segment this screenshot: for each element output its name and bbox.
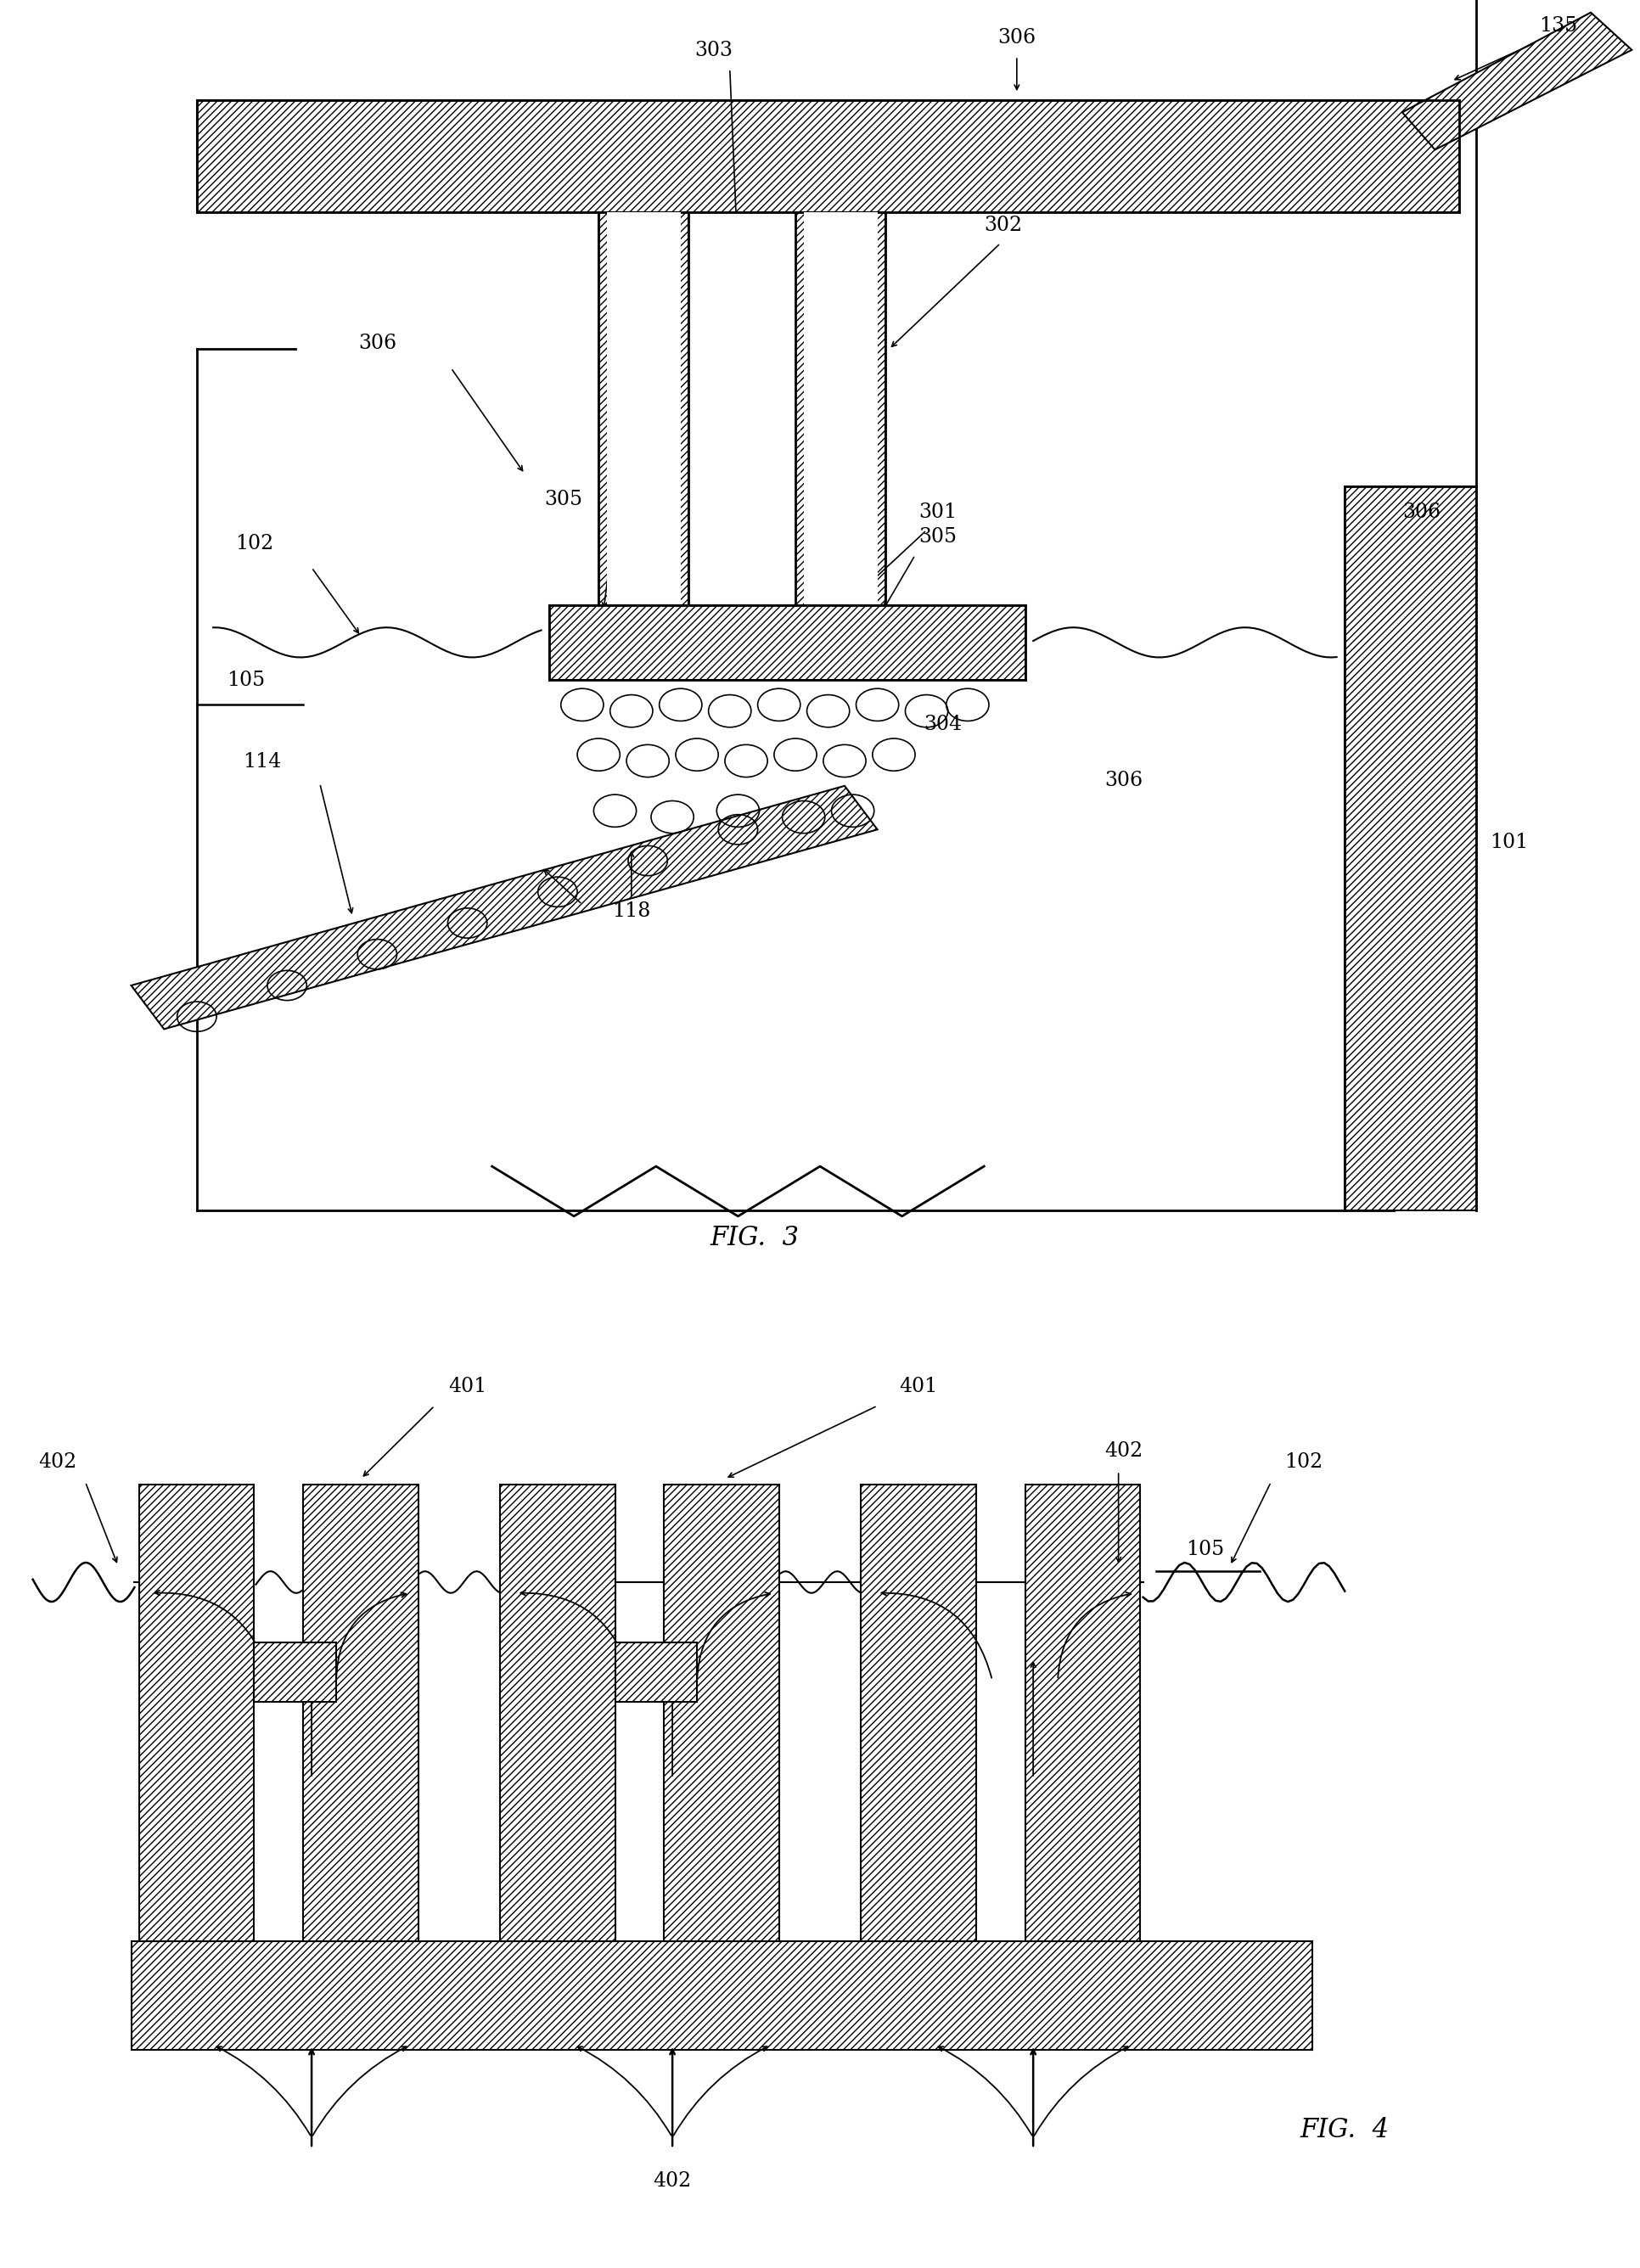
Text: 305: 305 <box>918 528 956 547</box>
Text: 306: 306 <box>1402 503 1440 522</box>
Text: FIG.  4: FIG. 4 <box>1301 2116 1389 2143</box>
Text: 402: 402 <box>1104 1442 1143 1461</box>
Bar <box>500 1483 615 1941</box>
Bar <box>131 1941 1312 2050</box>
Text: 105: 105 <box>226 671 266 689</box>
Bar <box>139 1483 254 1941</box>
Bar <box>615 1642 697 1701</box>
Bar <box>303 1483 418 1941</box>
Text: 402: 402 <box>38 1452 77 1472</box>
Text: 118: 118 <box>612 903 651 921</box>
Text: 303: 303 <box>694 41 733 61</box>
Polygon shape <box>1402 11 1632 150</box>
Polygon shape <box>131 785 877 1030</box>
Text: 401: 401 <box>899 1377 938 1395</box>
Bar <box>861 1483 976 1941</box>
Text: 306: 306 <box>1104 771 1143 789</box>
Bar <box>804 211 877 610</box>
Text: 102: 102 <box>235 533 274 553</box>
Text: FIG.  3: FIG. 3 <box>710 1225 799 1252</box>
Bar <box>607 211 681 610</box>
Bar <box>664 1483 779 1941</box>
Text: 402: 402 <box>653 2170 692 2191</box>
Bar <box>689 211 795 610</box>
Text: 301: 301 <box>918 503 956 522</box>
Bar <box>549 606 1025 680</box>
Text: 306: 306 <box>358 333 397 354</box>
Text: 114: 114 <box>243 753 282 771</box>
Text: 401: 401 <box>448 1377 487 1395</box>
Bar <box>795 211 886 610</box>
Text: 305: 305 <box>544 490 582 510</box>
Text: 105: 105 <box>1186 1540 1225 1558</box>
Text: 102: 102 <box>1284 1452 1323 1472</box>
Text: 304: 304 <box>923 714 963 735</box>
Bar <box>599 211 689 610</box>
Text: 302: 302 <box>984 215 1022 236</box>
Text: 101: 101 <box>1489 832 1528 853</box>
Bar <box>1345 485 1476 1211</box>
Bar <box>197 100 1460 211</box>
Text: 306: 306 <box>997 29 1036 48</box>
Text: 135: 135 <box>1538 16 1578 36</box>
Bar <box>1025 1483 1140 1941</box>
Bar <box>254 1642 336 1701</box>
